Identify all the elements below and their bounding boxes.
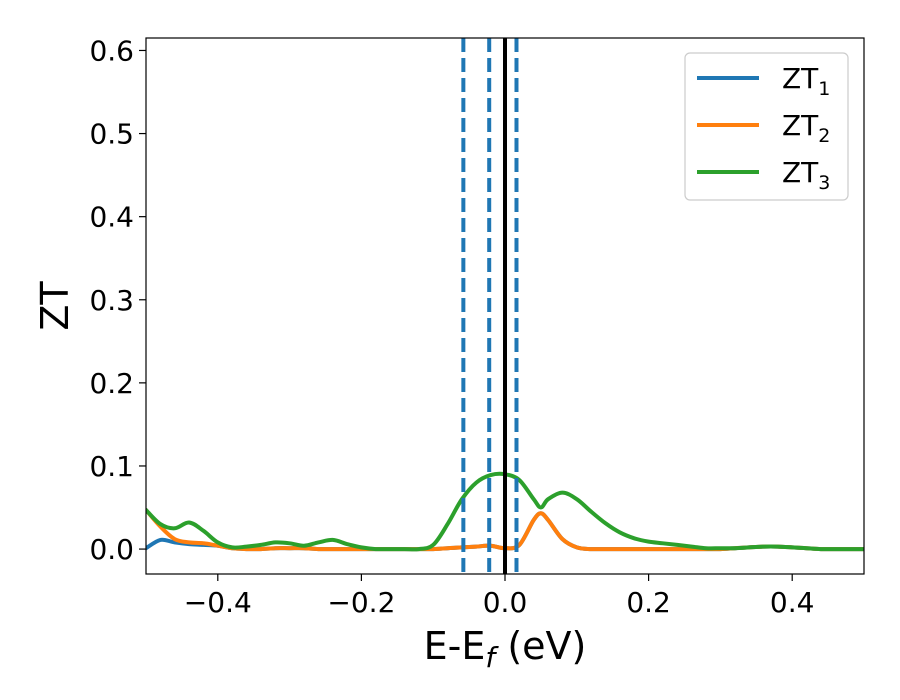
y-tick-label: 0.1	[89, 450, 134, 483]
x-tick-label: 0.0	[483, 586, 528, 619]
y-tick-label: 0.0	[89, 533, 134, 566]
y-axis-ticks: 0.0 0.1 0.2 0.3 0.4 0.5 0.6	[89, 34, 146, 566]
legend-box	[684, 52, 849, 201]
legend: ZT1 ZT2 ZT3	[684, 52, 849, 201]
x-axis-title-main: E-E	[424, 624, 486, 668]
legend-label: ZT2	[782, 109, 830, 147]
legend-label: ZT1	[782, 62, 830, 100]
legend-label: ZT3	[782, 156, 830, 194]
x-tick-label: −0.4	[184, 586, 252, 619]
y-axis-title: ZT	[33, 281, 77, 331]
x-axis-ticks: −0.4 −0.2 0.0 0.2 0.4	[184, 574, 815, 619]
x-axis-title: E-Ef (eV)	[424, 624, 587, 674]
y-tick-label: 0.5	[89, 118, 134, 151]
series-line-zt3	[146, 471, 864, 552]
y-tick-label: 0.3	[89, 284, 134, 317]
x-tick-label: 0.4	[770, 586, 815, 619]
y-tick-label: 0.4	[89, 201, 134, 234]
plot-content	[146, 38, 864, 574]
y-tick-label: 0.6	[89, 34, 134, 67]
x-tick-label: 0.2	[626, 586, 671, 619]
x-tick-label: −0.2	[327, 586, 395, 619]
y-tick-label: 0.2	[89, 367, 134, 400]
x-axis-title-unit: (eV)	[495, 624, 586, 668]
